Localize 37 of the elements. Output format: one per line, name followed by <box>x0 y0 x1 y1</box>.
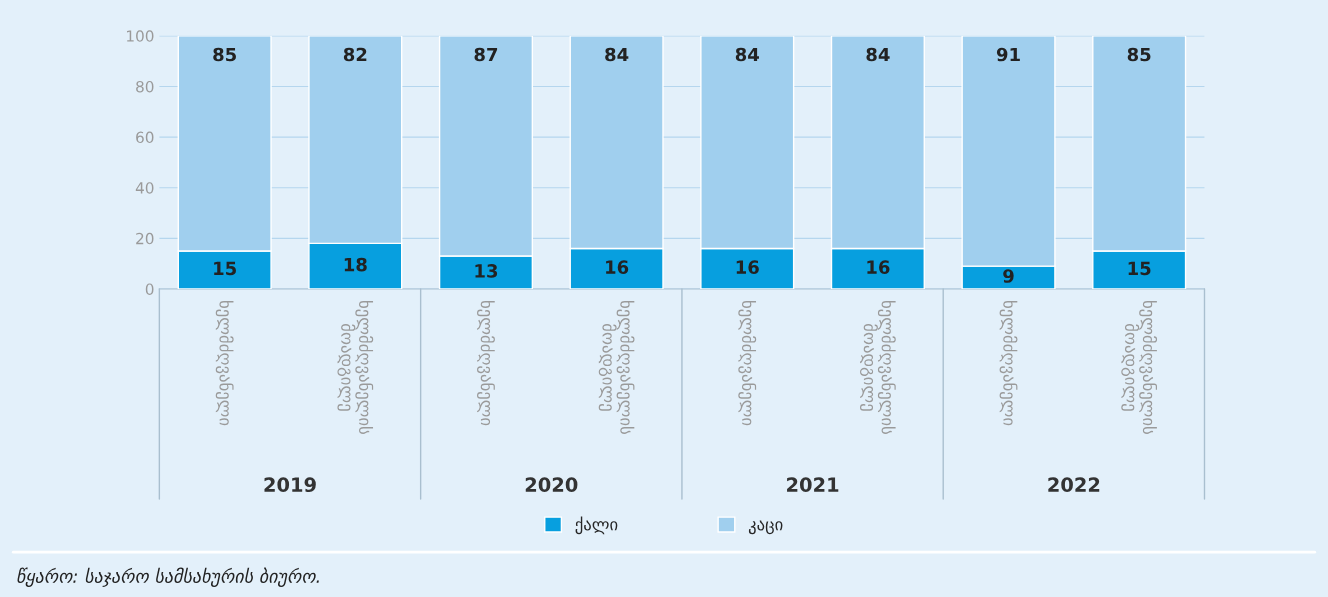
x-tick-label: ხელმძღვანელის მოადგილე <box>1121 301 1158 434</box>
data-label: 85 <box>213 47 236 62</box>
y-tick-label: 80 <box>136 80 154 93</box>
data-label: 84 <box>735 47 759 62</box>
x-tick-label: ხელმძღვანელი <box>999 301 1018 426</box>
data-label: 87 <box>474 47 498 62</box>
data-label: 91 <box>996 47 1020 62</box>
text: წყარო: საჯარო სამსახურის ბიურო. <box>17 567 319 587</box>
x-tick-label: ხელმძღვანელის მოადგილე <box>598 301 635 434</box>
data-label: 16 <box>736 260 759 274</box>
data-label: 13 <box>475 264 498 278</box>
data-label: 18 <box>344 257 367 272</box>
data-label: 82 <box>343 47 367 62</box>
legend-label: ქალი <box>575 516 618 535</box>
data-label: 16 <box>606 260 629 274</box>
y-tick-label: 40 <box>135 182 154 194</box>
y-tick-label: 100 <box>127 30 154 42</box>
x-tick-label: ხელმძღვანელი <box>215 301 234 426</box>
text: 2021 <box>787 477 839 493</box>
y-tick-label: 0 <box>145 283 154 295</box>
y-tick-label: 60 <box>136 131 154 144</box>
text: 2020 <box>525 477 578 493</box>
legend-label: კაცი <box>748 520 783 535</box>
x-tick-label: ხელმძღვანელის მოადგილე <box>860 301 896 434</box>
data-label: 84 <box>866 47 890 62</box>
y-tick-label: 20 <box>136 232 154 245</box>
text: 2019 <box>264 477 316 493</box>
x-tick-label: ხელმძღვანელი <box>477 301 495 426</box>
data-label: 9 <box>1003 269 1014 283</box>
data-label: 16 <box>867 260 890 274</box>
data-label: 15 <box>1128 261 1151 276</box>
data-label: 85 <box>1127 47 1151 62</box>
text: 2022 <box>1048 477 1100 493</box>
data-label: 84 <box>605 47 629 62</box>
data-label: 15 <box>214 261 236 276</box>
x-tick-label: ხელმძღვანელის მოადგილე <box>337 301 374 434</box>
x-tick-label: ხელმძღვანელი <box>738 301 757 426</box>
